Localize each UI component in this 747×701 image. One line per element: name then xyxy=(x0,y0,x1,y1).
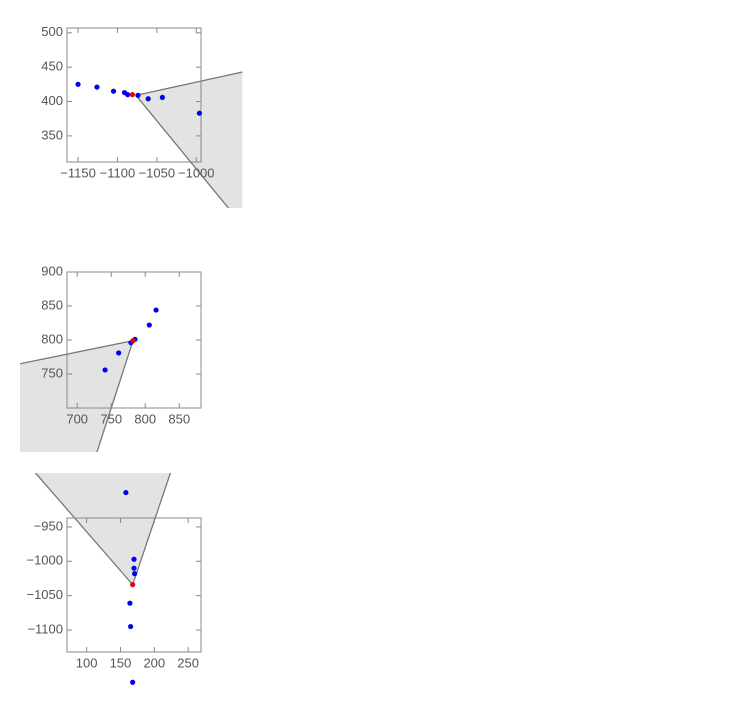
point xyxy=(127,600,133,606)
x-tick-label: 700 xyxy=(66,411,88,426)
point xyxy=(159,94,165,101)
point xyxy=(153,307,159,313)
region-edge xyxy=(20,340,134,365)
point xyxy=(145,96,151,102)
panel xyxy=(34,473,172,586)
x-tick-label: 800 xyxy=(134,411,156,426)
point xyxy=(130,582,136,588)
point xyxy=(146,322,152,328)
region-edge xyxy=(132,473,172,585)
y-tick-label: 400 xyxy=(41,93,63,108)
point xyxy=(102,367,108,373)
point xyxy=(196,110,203,116)
y-tick-label: 750 xyxy=(41,365,63,380)
region-edge xyxy=(135,71,243,96)
x-tick-label: 250 xyxy=(177,655,199,670)
point xyxy=(130,679,136,685)
y-tick-label: 350 xyxy=(41,127,63,142)
panel xyxy=(20,340,134,452)
x-tick-label: 150 xyxy=(110,655,132,670)
region xyxy=(20,340,133,452)
y-tick-label: 450 xyxy=(41,59,63,74)
x-tick-label: 200 xyxy=(143,655,165,670)
plot-frame xyxy=(66,27,202,163)
y-tick-label: −950 xyxy=(34,518,63,533)
point xyxy=(110,88,117,94)
points xyxy=(75,81,203,116)
x-tick-label: −1100 xyxy=(100,165,136,180)
plot-frame xyxy=(66,517,202,653)
y-tick-label: 850 xyxy=(41,297,63,312)
x-tick-label: 750 xyxy=(100,411,122,426)
y-tick-label: −1100 xyxy=(27,621,63,636)
region-edge xyxy=(96,340,134,452)
region xyxy=(35,473,171,585)
panel xyxy=(135,71,243,208)
x-tick-label: −1150 xyxy=(60,165,96,180)
point xyxy=(75,81,81,87)
y-tick-label: 500 xyxy=(41,24,63,39)
point xyxy=(94,84,100,90)
y-tick-label: −1000 xyxy=(26,553,63,568)
y-tick-label: −1050 xyxy=(26,587,63,602)
point xyxy=(128,623,134,630)
point xyxy=(116,350,122,356)
x-tick-label: 850 xyxy=(168,411,190,426)
point xyxy=(129,92,136,98)
points xyxy=(102,307,159,373)
point xyxy=(125,92,131,98)
point xyxy=(132,571,138,577)
region-edge xyxy=(135,94,230,208)
point xyxy=(130,338,136,344)
x-tick-label: 100 xyxy=(76,655,98,670)
point xyxy=(135,92,141,98)
point xyxy=(131,565,137,571)
y-tick-label: 800 xyxy=(41,331,63,346)
point xyxy=(131,556,137,562)
x-tick-label: −1050 xyxy=(139,165,176,180)
region xyxy=(135,71,243,208)
points xyxy=(123,489,138,685)
region-edge xyxy=(34,473,134,586)
x-tick-label: −1000 xyxy=(178,165,215,180)
y-tick-label: 900 xyxy=(41,263,63,278)
point xyxy=(123,489,129,496)
